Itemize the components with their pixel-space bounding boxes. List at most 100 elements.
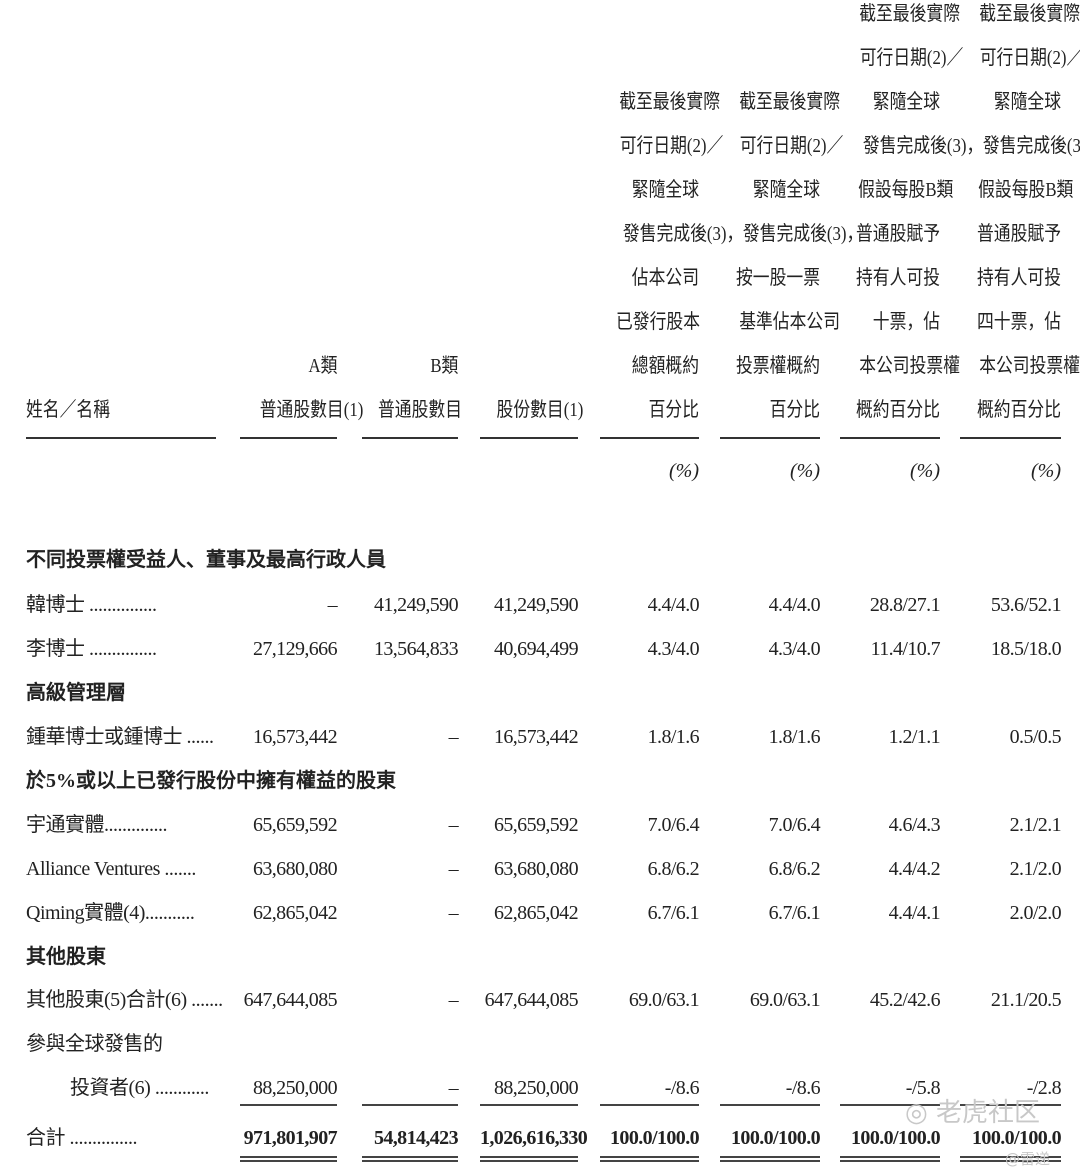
header-line: 可行日期(2)／ (739, 135, 844, 157)
cell-value: 647,644,085 (243, 989, 338, 1011)
header-line-wrap: 已發行股本 (600, 300, 700, 344)
header-line-wrap: 基準佔本公司 (720, 300, 840, 344)
header-line-wrap: 可行日期(2)／ (720, 124, 844, 168)
header-line-wrap: 發售完成後(3)， (840, 124, 983, 168)
cell-value: -/2.8 (1026, 1077, 1062, 1099)
cell-value: 0.5/0.5 (1009, 726, 1062, 748)
header-line-wrap: 截至最後實際 (720, 80, 840, 124)
watermark-handle: @雷递 (1005, 1150, 1051, 1168)
cell-value: 62,865,042 (493, 902, 579, 924)
header-line: 按一股一票 (736, 267, 820, 289)
header-line: 總額概約 (631, 355, 699, 377)
cell-value: 6.7/6.1 (768, 902, 821, 924)
cell-value: 11.4/10.7 (870, 638, 941, 660)
cell-value: – (448, 814, 459, 836)
header-line: 普通股賦予 (856, 223, 940, 245)
column-header-2: B類 普通股數目 (362, 344, 462, 432)
header-line: 四十票，佔 (977, 311, 1061, 333)
single-rule (600, 1104, 699, 1106)
table-row: 韓博士 ............... – 41,249,590 41,249,590… (0, 590, 1080, 620)
header-line-wrap: 普通股數目 (362, 388, 462, 432)
cell-value: 6.8/6.2 (647, 858, 700, 880)
header-line-wrap: 截至最後實際 (960, 0, 1080, 36)
header-line-wrap: 概約百分比 (960, 388, 1061, 432)
header-line-wrap: 可行日期(2)／ (960, 36, 1080, 80)
watermark-logo-text: 老虎社区 (935, 1098, 1040, 1128)
header-line-wrap: 概約百分比 (840, 388, 940, 432)
cell-value: 63,680,080 (252, 858, 338, 880)
cell-value: 69.0/63.1 (749, 989, 821, 1011)
cell-value: 4.3/4.0 (647, 638, 700, 660)
header-line-wrap: 總額概約 (600, 344, 699, 388)
header-line-wrap: A類 (240, 344, 337, 388)
section-heading: 不同投票權受益人、董事及最高行政人員 (0, 545, 1080, 575)
table-row: 鍾華博士或鍾博士 ...... 16,573,442 – 16,573,442 1.8/… (0, 722, 1080, 752)
double-rule (480, 1156, 578, 1162)
header-line: 姓名／名稱 (26, 399, 110, 421)
header-line: 假設每股B類 (858, 179, 954, 201)
row-label: Qiming實體(4)........... (26, 902, 195, 924)
header-line-wrap: 投票權概約 (720, 344, 820, 388)
cell-value: – (448, 989, 459, 1011)
header-line: 截至最後實際 (859, 3, 960, 25)
table-row: 李博士 ............... 27,129,666 13,564,833 4… (0, 634, 1080, 664)
cell-value: 100.0/100.0 (972, 1127, 1062, 1149)
header-line-wrap: 截至最後實際 (840, 0, 960, 36)
header-line: 十票，佔 (872, 311, 940, 333)
header-underline (240, 437, 337, 439)
header-line-wrap: 本公司投票權 (840, 344, 960, 388)
header-line-wrap: 本公司投票權 (960, 344, 1080, 388)
header-line-wrap: 假設每股B類 (840, 168, 953, 212)
cell-value: 53.6/52.1 (990, 594, 1062, 616)
cell-value: 27,129,666 (252, 638, 338, 660)
watermark-logo: ◎ 老虎社区 (905, 1092, 1040, 1129)
header-line: 發售完成後(3)， (742, 223, 864, 245)
column-header-6: 截至最後實際 可行日期(2)／ 緊隨全球 發售完成後(3)， 假設每股B類 普通股賦予 持有… (840, 0, 983, 432)
header-line: 概約百分比 (856, 399, 940, 421)
header-line-wrap: 姓名／名稱 (26, 388, 216, 432)
header-line-wrap: 普通股數目(1) (240, 388, 364, 432)
cell-value: -/8.6 (785, 1077, 821, 1099)
cell-value: -/5.8 (905, 1077, 941, 1099)
single-rule (480, 1104, 578, 1106)
cell-value: 54,814,423 (373, 1127, 459, 1149)
cell-value: 7.0/6.4 (768, 814, 821, 836)
cell-value: 4.6/4.3 (888, 814, 941, 836)
cell-value: 4.3/4.0 (768, 638, 821, 660)
row-label: 高級管理層 (26, 682, 126, 704)
header-line-wrap: 發售完成後(3)， (960, 124, 1080, 168)
cell-value: – (448, 1077, 459, 1099)
row-label: 於5%或以上已發行股份中擁有權益的股東 (26, 770, 396, 792)
header-line-wrap: 緊隨全球 (600, 168, 699, 212)
percent-unit: (%) (790, 460, 820, 482)
table-row: 其他股東(5)合計(6) ....... 647,644,085 – 647,644,… (0, 985, 1080, 1015)
cell-value: 4.4/4.0 (768, 594, 821, 616)
total-row: 合計 ............... 971,801,907 54,814,423 1… (0, 1123, 1080, 1153)
double-rule (720, 1156, 820, 1162)
cell-value: 88,250,000 (252, 1077, 338, 1099)
table-row: Alliance Ventures ....... 63,680,080 – 63,6… (0, 854, 1080, 884)
cell-value: 41,249,590 (493, 594, 579, 616)
cell-value: 100.0/100.0 (610, 1127, 700, 1149)
cell-value: -/8.6 (664, 1077, 700, 1099)
header-line: 佔本公司 (631, 267, 699, 289)
header-line: 緊隨全球 (872, 91, 940, 113)
cell-value: 18.5/18.0 (990, 638, 1062, 660)
cell-value: – (448, 902, 459, 924)
header-line: 已發行股本 (616, 311, 700, 333)
percent-unit: (%) (910, 460, 940, 482)
single-rule (840, 1104, 940, 1106)
cell-value: 6.8/6.2 (768, 858, 821, 880)
header-line: 百分比 (769, 399, 820, 421)
header-line-wrap: 股份數目(1) (480, 388, 584, 432)
header-line: 可行日期(2)／ (979, 47, 1080, 69)
table-row: 投資者(6) ............ 88,250,000 – 88,250,000… (0, 1073, 1080, 1103)
header-line: 發售完成後(3)， (982, 135, 1080, 157)
cell-value: 13,564,833 (373, 638, 459, 660)
header-line-wrap: B類 (362, 344, 458, 388)
table-row: 宇通實體.............. 65,659,592 – 65,659,592 7… (0, 810, 1080, 840)
cell-value: 28.8/27.1 (869, 594, 941, 616)
percent-unit: (%) (1031, 460, 1061, 482)
header-line: 截至最後實際 (619, 91, 720, 113)
